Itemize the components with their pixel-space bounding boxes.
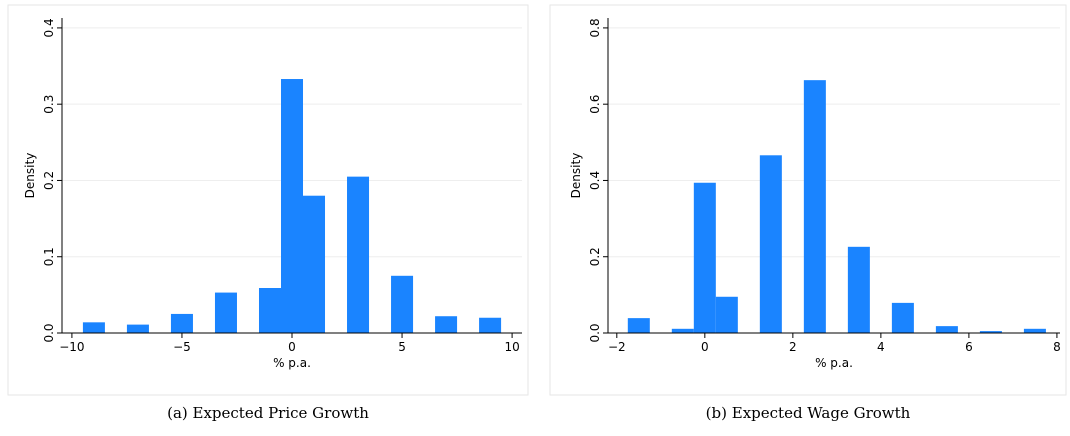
y-tick-label: 0.2 — [588, 247, 602, 266]
bar — [803, 80, 826, 334]
bar — [847, 246, 870, 333]
bar — [715, 296, 738, 333]
y-tick-label: 0.4 — [42, 18, 56, 37]
x-tick-label: 8 — [1053, 340, 1061, 354]
x-tick-label: 0 — [288, 340, 296, 354]
x-tick-label: 2 — [789, 340, 797, 354]
bar — [280, 79, 304, 333]
caption: (a) Expected Price Growth — [167, 404, 369, 422]
panel-frame — [549, 4, 1067, 396]
x-tick-label: 4 — [877, 340, 885, 354]
bar — [627, 318, 650, 333]
y-axis-label: Density — [23, 153, 37, 199]
x-axis-label: % p.a. — [273, 356, 311, 370]
bar — [126, 324, 149, 333]
y-tick-label: 0.0 — [588, 323, 602, 342]
y-tick-label: 0.1 — [42, 247, 56, 266]
x-tick-label: 5 — [398, 340, 406, 354]
x-tick-label: −5 — [173, 340, 191, 354]
bar — [935, 326, 958, 333]
bar — [258, 288, 281, 333]
y-tick-label: 0.4 — [588, 171, 602, 190]
y-tick-label: 0.8 — [588, 18, 602, 37]
bar — [891, 302, 914, 333]
bar — [214, 292, 237, 333]
bar — [435, 316, 458, 333]
bar — [347, 176, 370, 333]
x-tick-label: 10 — [504, 340, 519, 354]
panel-frame — [7, 4, 529, 396]
y-axis-label: Density — [569, 153, 583, 199]
bar — [759, 155, 782, 333]
x-axis-label: % p.a. — [815, 356, 853, 370]
x-tick-label: 0 — [701, 340, 709, 354]
x-tick-label: 6 — [965, 340, 973, 354]
y-tick-label: 0.0 — [42, 323, 56, 342]
y-tick-label: 0.6 — [588, 95, 602, 114]
bar — [979, 331, 1002, 333]
bar — [170, 313, 193, 333]
bar — [671, 328, 694, 333]
bar — [303, 195, 326, 333]
bar — [391, 275, 414, 333]
y-tick-label: 0.2 — [42, 171, 56, 190]
caption: (b) Expected Wage Growth — [706, 404, 911, 422]
bar — [693, 182, 716, 333]
y-tick-label: 0.3 — [42, 95, 56, 114]
bar — [82, 322, 105, 333]
x-tick-label: −2 — [608, 340, 626, 354]
x-tick-label: −10 — [59, 340, 84, 354]
bar — [1023, 328, 1046, 333]
bar — [479, 317, 502, 333]
